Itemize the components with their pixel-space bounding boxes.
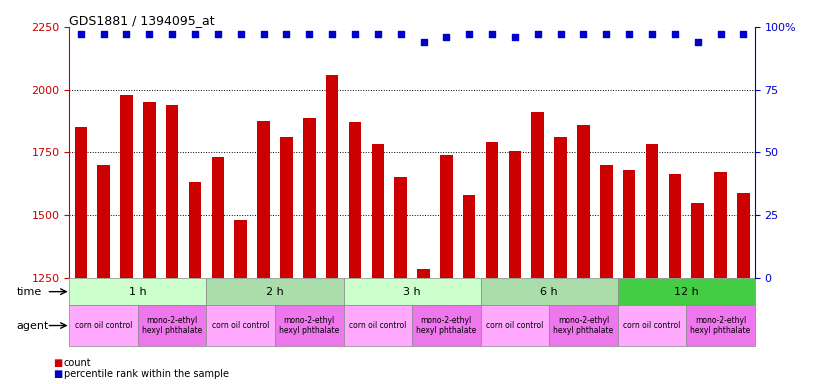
Bar [486, 142, 499, 278]
Bar [138, 305, 206, 346]
Point [394, 31, 407, 38]
Bar [326, 74, 339, 278]
Bar [508, 151, 521, 278]
Point [234, 31, 247, 38]
Text: count: count [64, 358, 91, 368]
Bar [371, 144, 384, 278]
Bar [69, 305, 138, 346]
Bar [481, 278, 618, 305]
Text: corn oil control: corn oil control [623, 321, 681, 330]
Point [463, 31, 476, 38]
Bar [206, 305, 275, 346]
Text: mono-2-ethyl
hexyl phthalate: mono-2-ethyl hexyl phthalate [142, 316, 202, 335]
Bar [623, 170, 636, 278]
Point [554, 31, 567, 38]
Bar [69, 278, 206, 305]
Bar [344, 278, 481, 305]
Point [417, 39, 430, 45]
Text: corn oil control: corn oil control [486, 321, 543, 330]
Point [280, 31, 293, 38]
Point [188, 31, 202, 38]
Bar [686, 305, 755, 346]
Bar [166, 105, 179, 278]
Point [531, 31, 544, 38]
Text: 12 h: 12 h [674, 286, 698, 297]
Point [120, 31, 133, 38]
Point [143, 31, 156, 38]
Point [348, 31, 361, 38]
Bar [188, 182, 202, 278]
Bar [74, 127, 87, 278]
Bar [549, 305, 618, 346]
Text: mono-2-ethyl
hexyl phthalate: mono-2-ethyl hexyl phthalate [553, 316, 614, 335]
Bar [348, 122, 361, 278]
Point [257, 31, 270, 38]
Bar [234, 220, 247, 278]
Text: ■: ■ [53, 358, 62, 368]
Point [577, 31, 590, 38]
Point [600, 31, 613, 38]
Point [97, 31, 110, 38]
Bar [737, 192, 750, 278]
Bar [303, 119, 316, 278]
Text: mono-2-ethyl
hexyl phthalate: mono-2-ethyl hexyl phthalate [690, 316, 751, 335]
Point [508, 34, 521, 40]
Text: time: time [17, 286, 42, 297]
Bar [280, 137, 293, 278]
Point [691, 39, 704, 45]
Bar [577, 125, 590, 278]
Bar [417, 269, 430, 278]
Bar [668, 174, 681, 278]
Bar [143, 102, 156, 278]
Bar [691, 202, 704, 278]
Bar [440, 155, 453, 278]
Bar [618, 305, 686, 346]
Text: corn oil control: corn oil control [75, 321, 132, 330]
Bar [275, 305, 344, 346]
Point [645, 31, 659, 38]
Point [486, 31, 499, 38]
Text: 2 h: 2 h [266, 286, 284, 297]
Point [714, 31, 727, 38]
Point [166, 31, 179, 38]
Text: corn oil control: corn oil control [349, 321, 406, 330]
Bar [531, 112, 544, 278]
Point [74, 31, 87, 38]
Bar [714, 172, 727, 278]
Text: 6 h: 6 h [540, 286, 558, 297]
Text: 3 h: 3 h [403, 286, 421, 297]
Point [371, 31, 384, 38]
Point [211, 31, 224, 38]
Bar [211, 157, 224, 278]
Bar [97, 165, 110, 278]
Text: agent: agent [17, 321, 49, 331]
Text: percentile rank within the sample: percentile rank within the sample [64, 369, 228, 379]
Text: 1 h: 1 h [129, 286, 147, 297]
Text: GDS1881 / 1394095_at: GDS1881 / 1394095_at [69, 14, 215, 27]
Text: ■: ■ [53, 369, 62, 379]
Point [737, 31, 750, 38]
Text: corn oil control: corn oil control [212, 321, 269, 330]
Bar [206, 278, 344, 305]
Bar [120, 94, 133, 278]
Bar [618, 278, 755, 305]
Bar [394, 177, 407, 278]
Text: mono-2-ethyl
hexyl phthalate: mono-2-ethyl hexyl phthalate [279, 316, 339, 335]
Bar [481, 305, 549, 346]
Bar [554, 137, 567, 278]
Point [623, 31, 636, 38]
Text: mono-2-ethyl
hexyl phthalate: mono-2-ethyl hexyl phthalate [416, 316, 477, 335]
Bar [645, 144, 659, 278]
Bar [412, 305, 481, 346]
Bar [344, 305, 412, 346]
Bar [463, 195, 476, 278]
Bar [600, 165, 613, 278]
Point [326, 31, 339, 38]
Bar [257, 121, 270, 278]
Point [440, 34, 453, 40]
Point [668, 31, 681, 38]
Point [303, 31, 316, 38]
